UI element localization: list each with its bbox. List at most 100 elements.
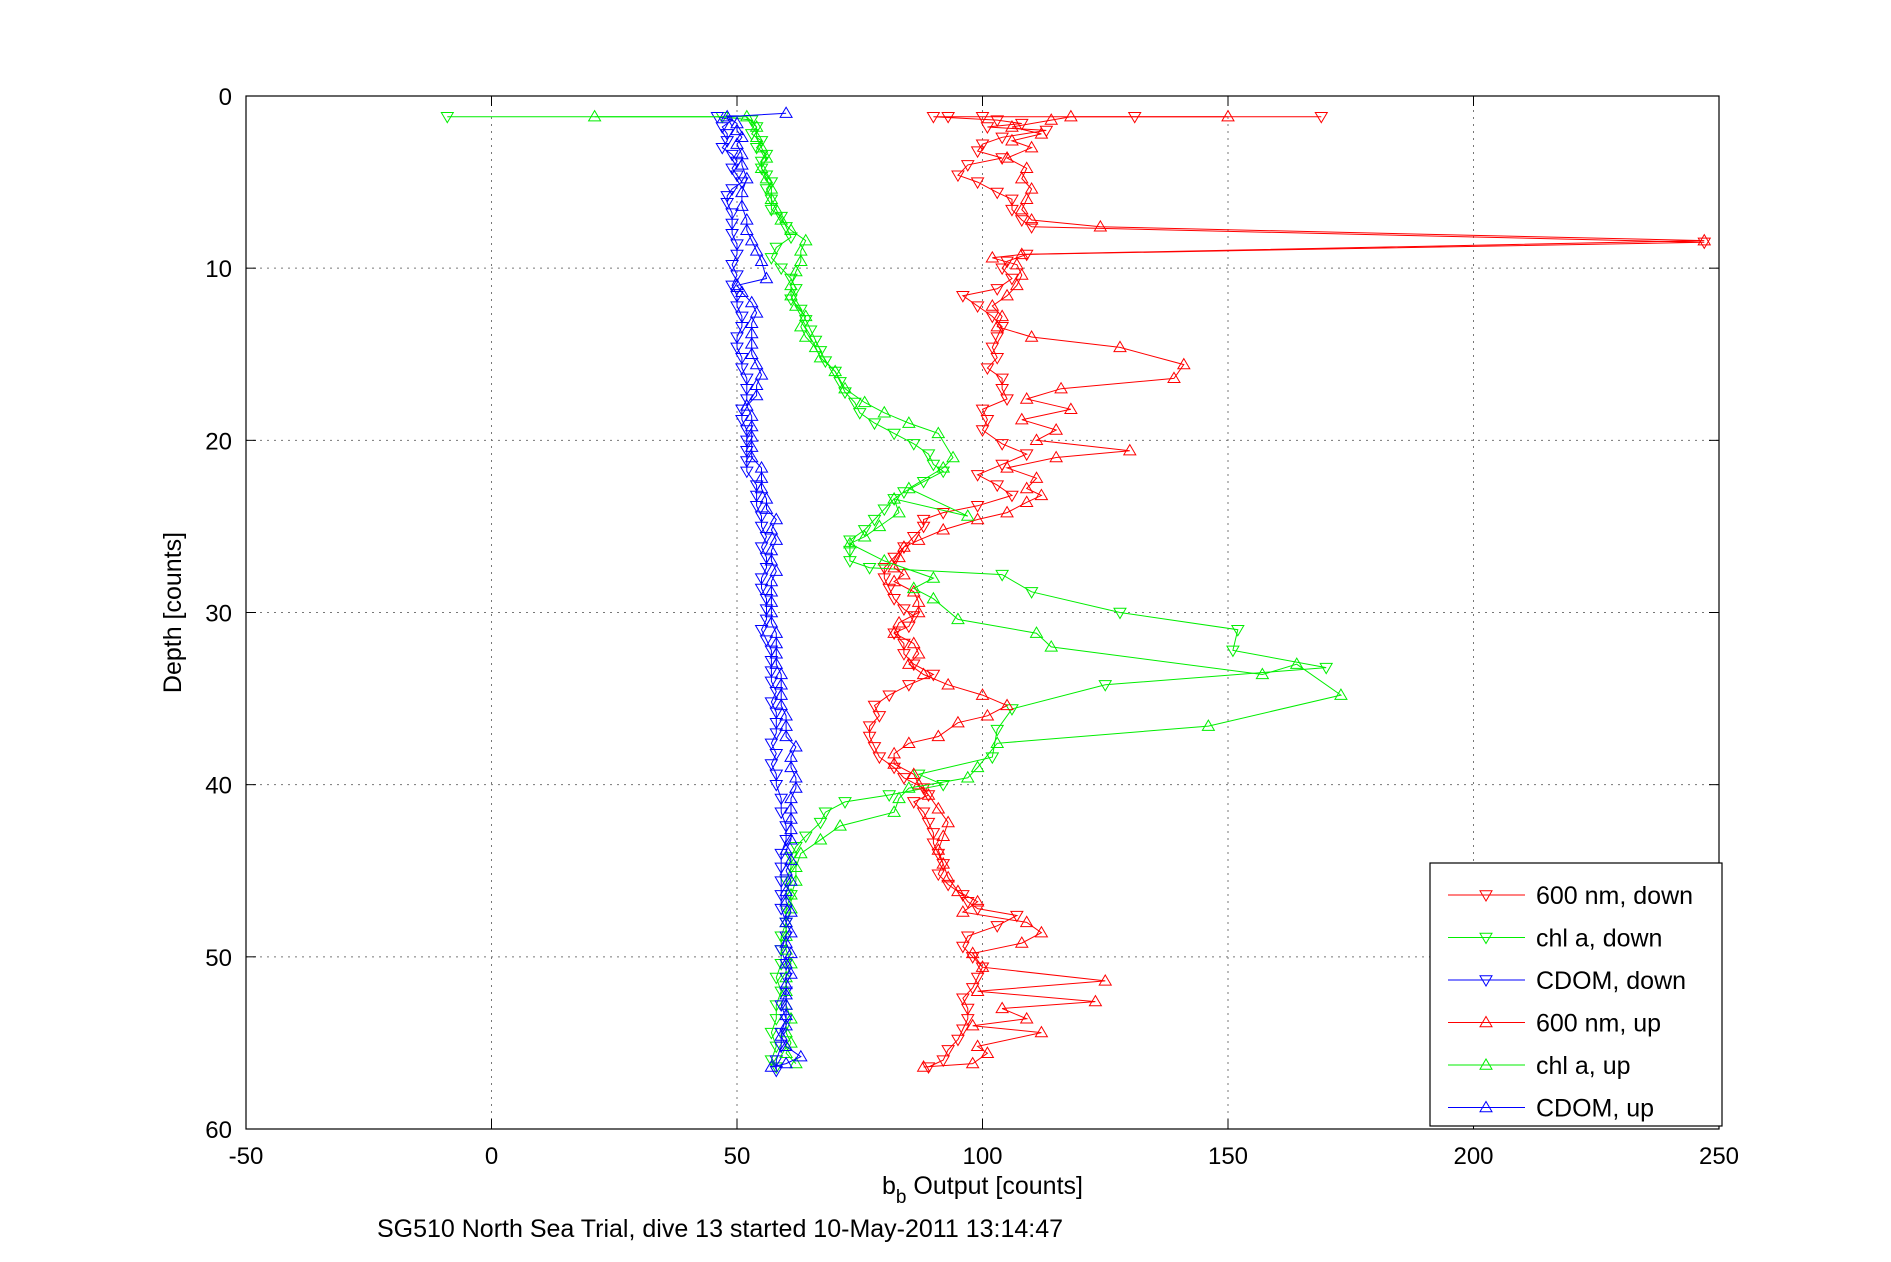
data-point [784, 832, 798, 845]
legend-marker [1479, 890, 1493, 902]
data-point [813, 817, 828, 830]
data-point [980, 122, 995, 134]
data-point [960, 770, 975, 783]
data-point [975, 139, 990, 152]
data-point [754, 542, 769, 555]
data-point [749, 122, 764, 134]
data-point [828, 366, 843, 379]
series-4 [587, 109, 1348, 1069]
data-point [789, 1056, 803, 1069]
data-point [1230, 625, 1245, 637]
data-point [936, 856, 951, 869]
data-point [838, 381, 852, 394]
data-point [1019, 392, 1034, 404]
data-point [764, 181, 779, 194]
data-point [789, 781, 803, 793]
data-point [764, 615, 779, 628]
data-point [1005, 204, 1019, 217]
data-point [1049, 423, 1064, 435]
data-point [877, 405, 892, 418]
data-point [955, 905, 970, 917]
data-point [970, 177, 985, 190]
data-point [1034, 1025, 1049, 1038]
data-point [970, 972, 985, 985]
data-point [990, 332, 1005, 345]
data-point [754, 625, 769, 637]
data-point [784, 750, 798, 762]
series-line [594, 116, 1343, 1064]
data-point [980, 363, 995, 376]
data-point [764, 574, 779, 587]
data-point [951, 715, 965, 728]
data-point [995, 383, 1010, 396]
data-point [730, 249, 744, 262]
data-point [759, 271, 774, 284]
series-line [717, 116, 787, 1071]
data-point [1093, 219, 1108, 232]
data-point [965, 946, 980, 959]
data-point [754, 140, 769, 153]
data-point [1024, 587, 1039, 599]
data-point [749, 357, 764, 370]
data-series [440, 106, 1712, 1078]
y-tick-label: 10 [205, 256, 232, 283]
data-point [897, 773, 911, 785]
data-point [784, 288, 798, 301]
data-point [779, 936, 793, 948]
data-point [744, 316, 759, 328]
data-point [1014, 936, 1029, 948]
data-point [1000, 698, 1014, 711]
data-point [901, 657, 916, 669]
x-axis-label-subscript: b [896, 1187, 907, 1208]
data-point [779, 998, 793, 1010]
data-point [779, 1056, 793, 1069]
data-point [769, 769, 784, 782]
data-point [1176, 357, 1191, 370]
data-point [906, 584, 921, 597]
data-point [784, 232, 798, 245]
data-point [916, 807, 931, 820]
data-point [892, 550, 906, 563]
data-point [759, 491, 774, 504]
data-point [764, 738, 779, 751]
data-point [1000, 394, 1014, 406]
data-point [803, 325, 818, 338]
data-point [784, 223, 798, 235]
data-point [970, 903, 985, 916]
data-point [852, 408, 867, 420]
data-point [911, 777, 926, 790]
data-point [759, 502, 774, 514]
data-point [725, 218, 739, 231]
data-point [1319, 662, 1334, 675]
legend-entry: CDOM, up [1536, 1095, 1654, 1123]
data-point [936, 460, 951, 473]
data-point [739, 383, 754, 396]
data-point [754, 481, 769, 494]
data-point [1005, 133, 1019, 146]
data-point [720, 198, 735, 210]
data-point [941, 815, 956, 828]
data-point [769, 748, 784, 761]
legend-marker [1479, 975, 1493, 987]
data-point [784, 946, 798, 959]
data-point [1034, 925, 1049, 938]
data-point [754, 573, 769, 586]
data-point [715, 122, 730, 134]
data-point [774, 1041, 789, 1054]
x-axis-label-main: b [882, 1172, 896, 1200]
data-point [921, 790, 936, 802]
legend-box [1429, 862, 1723, 1127]
data-point [784, 760, 798, 773]
data-point [901, 781, 916, 793]
data-point [1314, 111, 1329, 124]
data-point [985, 311, 1000, 324]
data-point [916, 1060, 931, 1072]
data-point [901, 621, 916, 634]
data-point [975, 111, 990, 124]
data-point [857, 525, 872, 537]
x-tick-label: 250 [1699, 1143, 1739, 1170]
data-point [1014, 215, 1029, 227]
data-point [882, 790, 897, 802]
data-point [911, 605, 926, 618]
data-point [901, 481, 916, 494]
